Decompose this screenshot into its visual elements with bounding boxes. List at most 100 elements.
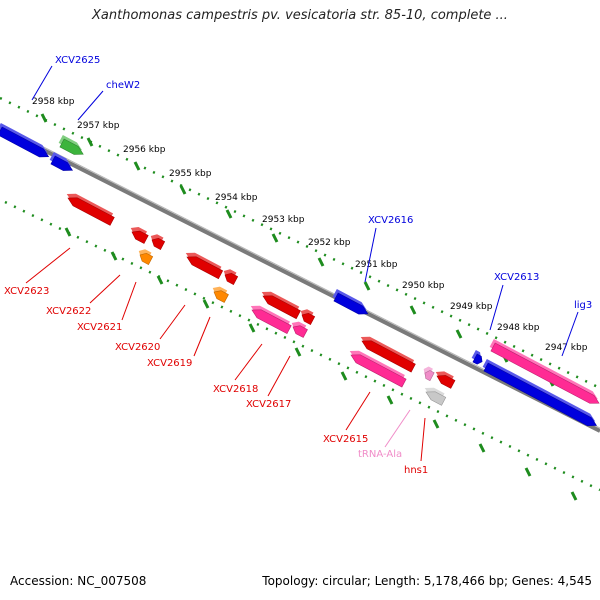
feature-body — [59, 138, 84, 155]
gene-features[interactable] — [0, 122, 600, 430]
ruler-tick — [363, 281, 371, 291]
accession-label: Accession: — [10, 574, 74, 588]
gene-label-leader — [384, 409, 411, 448]
ruler-upper — [0, 96, 600, 390]
gene-xcv2619[interactable] — [209, 284, 230, 303]
feature-body — [151, 237, 166, 250]
gene-label-leader — [193, 316, 211, 357]
gene-xcv2617[interactable] — [288, 319, 309, 338]
feature-body — [333, 292, 369, 315]
gene-xcv2621[interactable] — [135, 247, 154, 265]
ruler-tick — [386, 395, 394, 405]
ruler-tick — [432, 419, 440, 429]
ruler-tick — [271, 233, 279, 243]
gene-label[interactable]: XCV2620 — [115, 342, 160, 353]
gene-label[interactable]: lig3 — [574, 300, 592, 311]
ruler-tick-label: 2952 kbp — [308, 238, 351, 248]
gene-lig3[interactable] — [488, 338, 600, 407]
ruler-tick-label: 2954 kbp — [215, 193, 258, 203]
topology-value: circular; — [322, 574, 371, 588]
gene-label-leader — [234, 343, 263, 381]
gene-label[interactable]: XCV2623 — [4, 286, 49, 297]
gene-label-leader — [489, 284, 504, 331]
gene-xcv2623[interactable] — [63, 190, 115, 226]
gene-label[interactable]: hns1 — [404, 465, 428, 476]
gene-label[interactable]: XCV2615 — [323, 434, 368, 445]
ruler-tick — [225, 209, 233, 219]
gene-xcv2622b[interactable] — [147, 232, 166, 250]
gene-label[interactable]: XCV2617 — [246, 399, 291, 410]
gene-label[interactable]: XCV2616 — [368, 215, 413, 226]
accession-info: Accession: NC_007508 — [10, 574, 146, 588]
ruler-tick-label: 2948 kbp — [497, 323, 540, 333]
feature-body — [483, 362, 598, 427]
gene-xcv2613[interactable] — [481, 358, 600, 430]
gene-label[interactable]: XCV2621 — [77, 322, 122, 333]
ruler-tick-label: 2955 kbp — [169, 169, 212, 179]
gene-xcv2622[interactable] — [127, 224, 149, 244]
gene-xcv2619b[interactable] — [220, 267, 239, 285]
gene-xcv2620[interactable] — [182, 249, 224, 280]
gene-label[interactable]: XCV2622 — [46, 306, 91, 317]
genes-value: 4,545 — [557, 574, 592, 588]
feature-body — [251, 309, 292, 335]
ruler-tick-label: 2949 kbp — [450, 302, 493, 312]
gene-label[interactable]: XCV2625 — [55, 55, 100, 66]
gene-label[interactable]: tRNA-Ala — [358, 449, 402, 460]
gene-xcv2614[interactable] — [470, 349, 485, 366]
ruler-tick — [524, 467, 532, 477]
ruler-tick — [409, 305, 417, 315]
gene-label-leader — [31, 65, 53, 101]
gene-xcv2615b[interactable] — [357, 333, 417, 373]
ruler: 2958 kbp 2957 kbp 2956 kbp 2955 kbp 2954 kbp… — [0, 96, 600, 501]
ruler-tick — [86, 137, 94, 147]
feature-body — [186, 256, 224, 280]
ruler-tick — [202, 299, 210, 309]
gene-label-leader — [345, 391, 371, 431]
gene-label-leader — [364, 227, 377, 283]
gene-label-leader — [420, 417, 426, 462]
gene-label[interactable]: XCV2619 — [147, 358, 192, 369]
gene-xcv2616[interactable] — [331, 288, 371, 318]
gene-chew2[interactable] — [57, 134, 86, 158]
ruler-tick-label: 2953 kbp — [262, 215, 305, 225]
feature-body — [50, 155, 73, 171]
gene-trna-ala[interactable] — [420, 365, 435, 382]
ruler-tick-label: 2951 kbp — [355, 260, 398, 270]
feature-body — [0, 126, 50, 158]
gene-xcv2624[interactable] — [48, 151, 76, 174]
gene-label[interactable]: XCV2613 — [494, 272, 539, 283]
ruler-lower — [4, 200, 600, 492]
ruler-tick-label: 2950 kbp — [402, 281, 445, 291]
length-value: 5,178,466 bp; — [423, 574, 509, 588]
ruler-tick — [317, 257, 325, 267]
feature-body — [139, 252, 154, 265]
gene-hns1[interactable] — [421, 384, 447, 406]
gene-label[interactable]: XCV2618 — [213, 384, 258, 395]
gene-xcv2618b[interactable] — [258, 288, 302, 320]
gene-labels[interactable]: XCV2625 cheW2 XCV2616 XCV2613 lig3 XCV2623 XCV… — [4, 55, 592, 476]
gene-hns1b[interactable] — [432, 368, 456, 389]
feature-body — [292, 325, 308, 338]
gene-label-leader — [159, 304, 186, 340]
ruler-tick-label: 2956 kbp — [123, 145, 166, 155]
gene-xcv2625[interactable] — [0, 122, 52, 161]
ruler-tick-label: 2947 kbp — [545, 343, 588, 353]
gene-label-leader — [77, 90, 104, 121]
ruler-tick — [478, 443, 486, 453]
ruler-tick — [340, 371, 348, 381]
ruler-tick — [248, 323, 256, 333]
gene-label[interactable]: cheW2 — [106, 80, 140, 91]
ruler-tick — [156, 275, 164, 285]
feature-body — [436, 375, 456, 389]
ruler-tick — [40, 113, 48, 123]
gene-xcv2618[interactable] — [247, 302, 292, 335]
feature-body — [350, 354, 407, 388]
ruler-tick — [64, 227, 72, 237]
gene-xcv2618c[interactable] — [297, 307, 316, 325]
gene-xcv2615[interactable] — [346, 347, 407, 388]
feature-body — [361, 340, 416, 373]
gene-label-leader — [89, 274, 121, 304]
ruler-tick — [110, 251, 118, 261]
